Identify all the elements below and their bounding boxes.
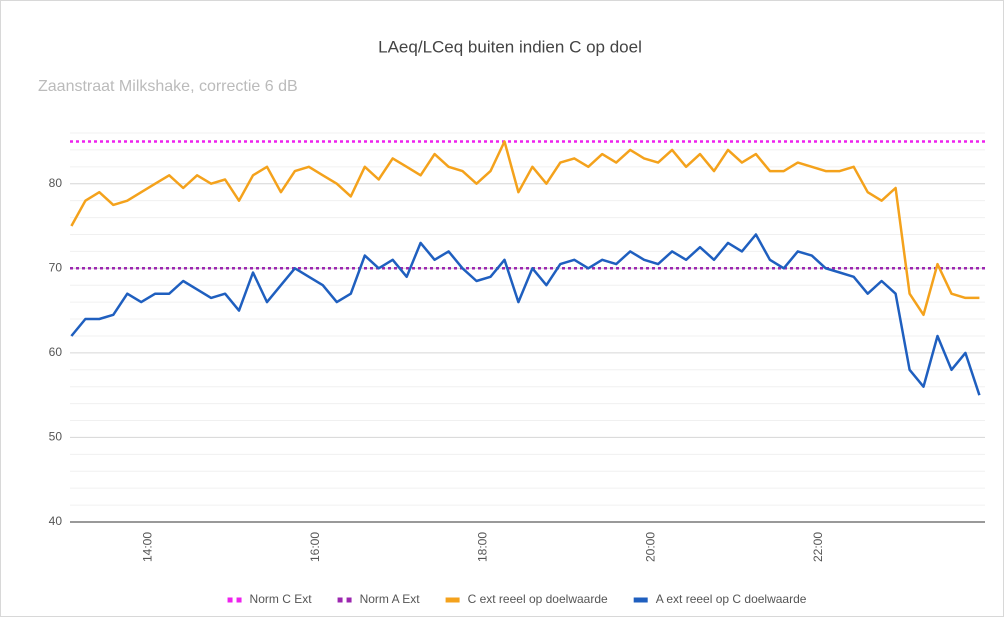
legend-label: C ext reeel op doelwaarde <box>468 592 608 606</box>
legend-swatch <box>337 597 343 603</box>
x-tick-label: 20:00 <box>643 532 657 562</box>
legend-swatch <box>227 597 233 603</box>
series-line <box>70 233 981 396</box>
y-tick-label: 80 <box>49 176 63 190</box>
y-tick-label: 50 <box>49 430 63 444</box>
legend-swatch <box>633 597 648 603</box>
legend-label: A ext reeel op C doelwaarde <box>656 592 807 606</box>
legend: Norm C Ext Norm A Ext C ext reeel op doelw… <box>227 592 807 606</box>
legend-swatch <box>346 597 352 603</box>
chart-title: LAeq/LCeq buiten indien C op doel <box>378 37 642 56</box>
series-line <box>70 140 980 317</box>
legend-swatch <box>236 597 242 603</box>
y-tick-label: 60 <box>49 345 63 359</box>
legend-label: Norm C Ext <box>250 592 313 606</box>
x-tick-label: 16:00 <box>308 532 322 562</box>
y-tick-label: 70 <box>49 260 63 274</box>
legend-label: Norm A Ext <box>360 592 421 606</box>
legend-swatch <box>445 597 460 603</box>
x-tick-label: 22:00 <box>811 532 825 562</box>
chart-subtitle: Zaanstraat Milkshake, correctie 6 dB <box>38 78 298 95</box>
x-tick-label: 14:00 <box>140 532 154 562</box>
y-tick-label: 40 <box>49 514 63 528</box>
x-tick-label: 18:00 <box>476 532 490 562</box>
